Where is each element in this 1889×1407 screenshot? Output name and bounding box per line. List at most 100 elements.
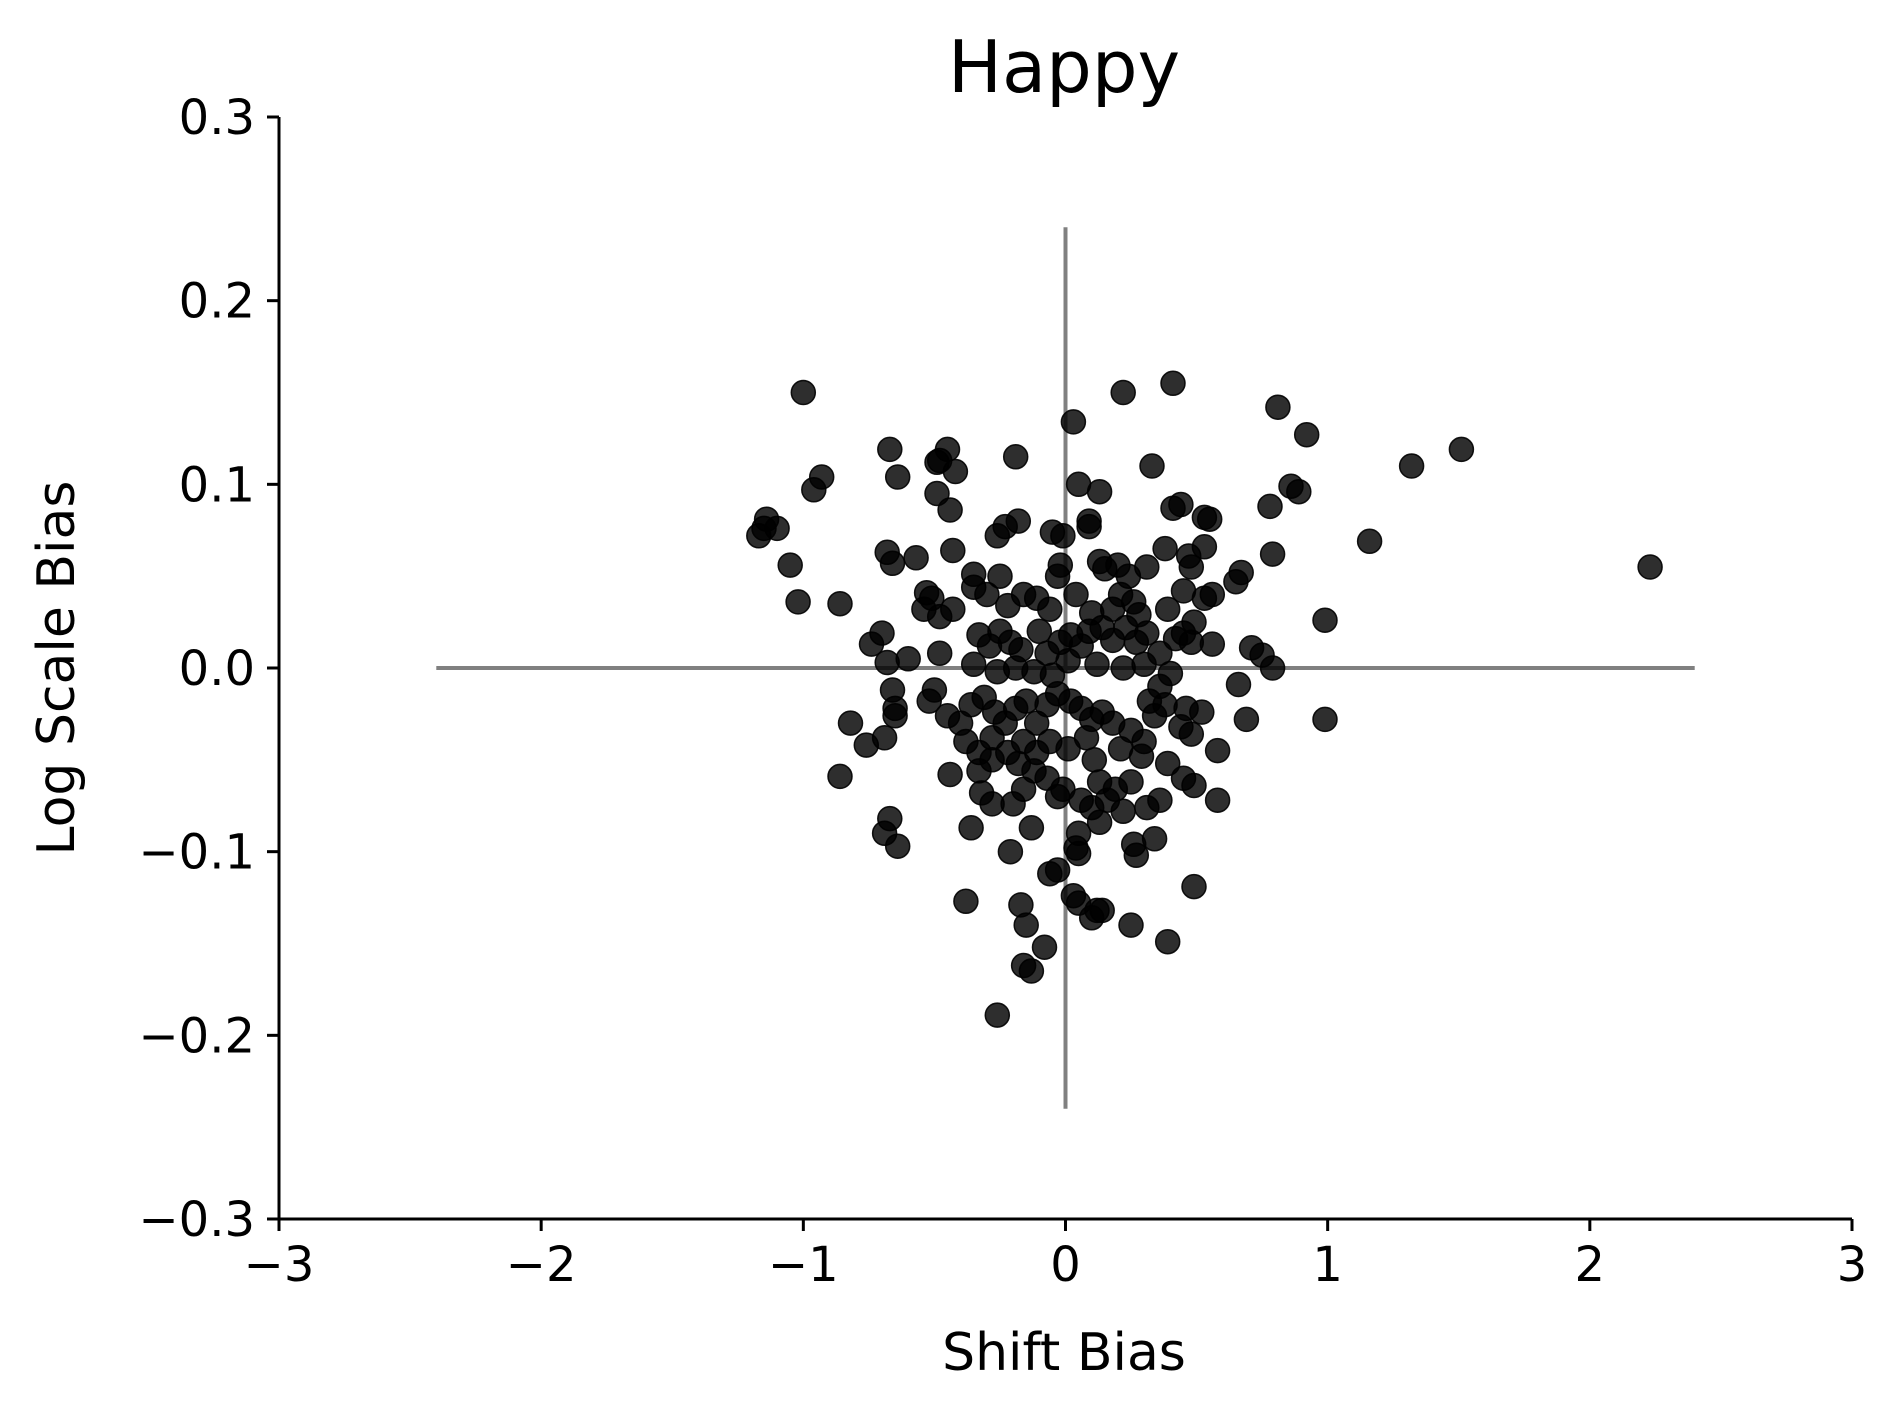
- data-point: [1181, 772, 1207, 799]
- data-point: [979, 791, 1005, 817]
- data-point: [1060, 409, 1087, 435]
- data-point: [1063, 581, 1089, 608]
- data-point: [1312, 607, 1338, 633]
- data-point: [1110, 798, 1136, 825]
- data-point: [858, 631, 885, 657]
- data-point: [903, 545, 929, 571]
- data-point: [801, 477, 827, 503]
- data-point: [1637, 554, 1663, 580]
- data-point: [1002, 444, 1029, 470]
- data-point: [926, 640, 953, 667]
- data-point: [937, 761, 963, 788]
- data-point: [874, 649, 900, 676]
- data-point: [958, 815, 984, 841]
- x-tick-label: 2: [1575, 1237, 1606, 1293]
- data-point: [1065, 840, 1092, 867]
- data-point: [1259, 655, 1286, 681]
- data-point: [1154, 928, 1181, 955]
- data-point: [1141, 703, 1168, 729]
- data-point: [871, 725, 898, 751]
- data-point: [1293, 421, 1320, 448]
- data-point: [979, 747, 1005, 773]
- data-point: [1181, 873, 1207, 900]
- data-point: [1147, 787, 1173, 813]
- data-point: [1086, 478, 1113, 505]
- data-point: [997, 838, 1024, 865]
- data-point: [1018, 815, 1045, 841]
- data-point: [1141, 826, 1168, 852]
- data-point: [1398, 453, 1425, 479]
- data-point: [1089, 897, 1115, 924]
- data-point: [974, 581, 1000, 608]
- data-point: [1178, 721, 1205, 747]
- data-point: [827, 590, 853, 617]
- data-point: [1196, 506, 1223, 532]
- data-point: [1031, 934, 1058, 960]
- y-tick-label: 0.3: [179, 90, 255, 146]
- data-point: [1233, 706, 1260, 733]
- data-point: [953, 888, 979, 915]
- data-point: [1110, 655, 1136, 681]
- x-tick-label: 3: [1837, 1237, 1868, 1293]
- data-point: [1018, 958, 1045, 984]
- data-point: [984, 658, 1011, 685]
- y-ticks: −0.3 −0.2 −0.1 0.0 0.1 0.2 0.3: [138, 90, 279, 1248]
- data-point: [1134, 620, 1160, 646]
- data-point: [1118, 769, 1144, 795]
- data-point: [995, 592, 1021, 619]
- data-point: [884, 833, 911, 859]
- data-point: [1257, 493, 1283, 520]
- data-point: [987, 563, 1013, 589]
- data-point: [1068, 787, 1094, 813]
- data-point: [1131, 651, 1157, 678]
- y-tick-label: −0.1: [138, 825, 255, 881]
- y-tick-label: −0.3: [138, 1192, 255, 1248]
- y-tick-label: −0.2: [138, 1008, 255, 1064]
- data-point: [1073, 725, 1100, 751]
- data-point: [1265, 394, 1291, 420]
- data-point: [777, 552, 803, 578]
- data-point: [1199, 581, 1226, 608]
- data-point: [1223, 568, 1249, 595]
- data-point: [1050, 523, 1076, 549]
- data-point: [1044, 783, 1071, 810]
- data-point: [960, 651, 987, 678]
- data-point: [1139, 453, 1165, 479]
- x-tick-label: −1: [768, 1237, 839, 1293]
- data-point: [1154, 750, 1181, 777]
- data-point: [746, 523, 772, 549]
- data-point: [1081, 747, 1108, 773]
- x-tick-label: −3: [244, 1237, 315, 1293]
- data-point: [1013, 688, 1039, 714]
- x-tick-label: −2: [506, 1237, 577, 1293]
- data-point: [937, 497, 963, 523]
- data-point: [1084, 651, 1110, 678]
- y-axis-title: Log Scale Bias: [27, 481, 87, 856]
- data-point: [1013, 912, 1039, 938]
- data-point: [1118, 912, 1144, 938]
- data-point: [1189, 699, 1215, 725]
- data-point: [984, 1002, 1011, 1028]
- data-point: [785, 589, 811, 615]
- data-point: [1175, 543, 1202, 569]
- x-tick-label: 1: [1312, 1237, 1343, 1293]
- data-point: [1044, 857, 1071, 883]
- x-tick-label: 0: [1050, 1237, 1081, 1293]
- data-point: [1312, 706, 1338, 733]
- data-point: [1160, 370, 1186, 397]
- data-point: [827, 763, 853, 790]
- data-point: [1160, 495, 1186, 521]
- data-point: [984, 523, 1011, 549]
- data-point: [940, 537, 966, 564]
- data-point: [1037, 596, 1063, 622]
- data-points: [746, 370, 1663, 1028]
- x-axis-title: Shift Bias: [942, 1323, 1186, 1383]
- x-ticks: −3 −2 −1 0 1 2 3: [244, 1219, 1868, 1293]
- data-point: [1356, 528, 1383, 555]
- data-point: [921, 677, 948, 703]
- data-point: [1154, 596, 1181, 622]
- data-point: [942, 458, 969, 485]
- data-point: [1448, 436, 1475, 463]
- y-tick-label: 0.1: [179, 457, 255, 513]
